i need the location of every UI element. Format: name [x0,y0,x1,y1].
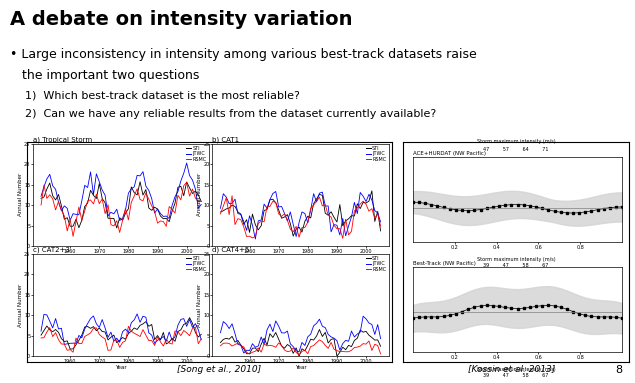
Text: c) CAT2+3: c) CAT2+3 [33,247,70,253]
Text: 8: 8 [615,365,622,375]
Legend: STI, JTWC, RSMC: STI, JTWC, RSMC [366,146,386,162]
Text: A debate on intensity variation: A debate on intensity variation [10,10,352,29]
Text: b) CAT1: b) CAT1 [212,137,239,143]
X-axis label: Year: Year [295,365,306,370]
Text: the important two questions: the important two questions [10,69,199,82]
X-axis label: Year: Year [295,255,306,260]
Y-axis label: Annual Number: Annual Number [18,173,23,216]
Text: • Large inconsistency in intensity among various best-track datasets raise: • Large inconsistency in intensity among… [10,48,476,61]
Text: ACE+HURDAT (NW Pacific): ACE+HURDAT (NW Pacific) [413,151,486,156]
Y-axis label: Annual Number: Annual Number [197,173,202,216]
Y-axis label: Annual Number: Annual Number [18,283,23,327]
Text: a) Tropical Storm: a) Tropical Storm [33,137,92,143]
X-axis label: Year: Year [116,255,127,260]
Text: [Kossin et al. 2013]: [Kossin et al. 2013] [467,365,555,373]
Text: Storm maximum intensity (m/s): Storm maximum intensity (m/s) [477,139,555,144]
X-axis label: Year: Year [116,365,127,370]
Text: d) CAT4+5: d) CAT4+5 [212,247,250,253]
Legend: STI, JTWC, RSMC: STI, JTWC, RSMC [366,256,386,272]
Text: 47         57         64         71: 47 57 64 71 [483,147,549,152]
Text: 1)  Which best-track dataset is the most reliable?: 1) Which best-track dataset is the most … [25,90,300,100]
Text: [Song et al., 2010]: [Song et al., 2010] [177,365,261,373]
Text: 39         47         58         67: 39 47 58 67 [483,264,549,268]
Legend: STI, JTWC, RSMC: STI, JTWC, RSMC [186,146,207,162]
Text: Storm maximum intensity (m/s): Storm maximum intensity (m/s) [477,257,555,262]
Text: 39         47         58         67: 39 47 58 67 [483,373,549,378]
Text: Best-Track (NW Pacific): Best-Track (NW Pacific) [413,261,476,266]
Legend: STI, JTWC, RSMC: STI, JTWC, RSMC [186,256,207,272]
Text: Storm maximum intensity (m/s): Storm maximum intensity (m/s) [477,367,555,372]
Y-axis label: Annual Number: Annual Number [197,283,202,327]
Text: 2)  Can we have any reliable results from the dataset currently available?: 2) Can we have any reliable results from… [25,109,437,119]
